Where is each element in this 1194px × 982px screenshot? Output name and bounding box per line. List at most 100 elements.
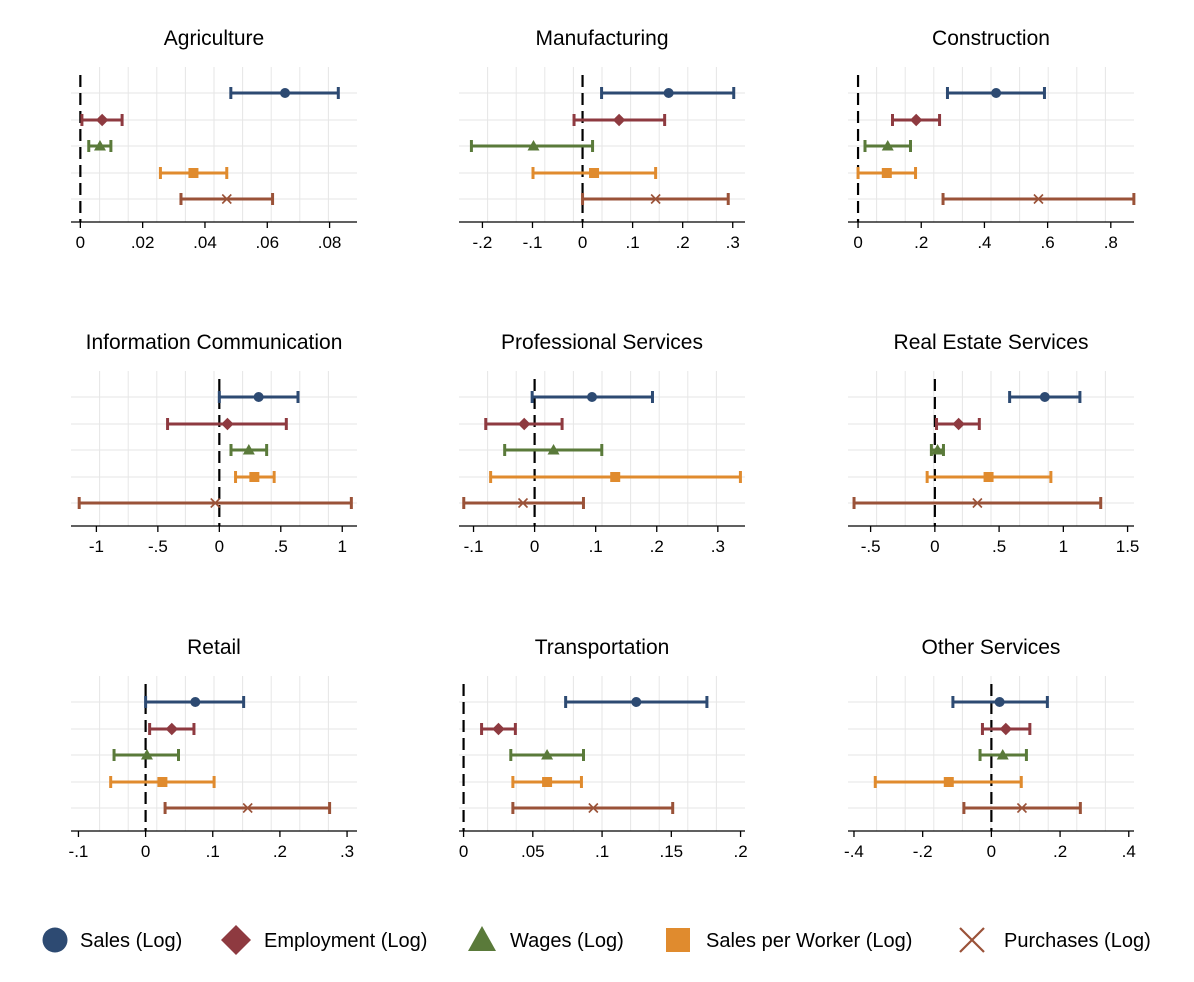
purchases-point <box>650 193 661 205</box>
x-tick-label: 0 <box>987 842 996 861</box>
purchases-point <box>588 802 599 814</box>
employment-point <box>492 722 505 736</box>
panel-title: Professional Services <box>501 331 703 354</box>
sales-point <box>587 392 598 402</box>
x-tick-label: .3 <box>340 842 354 861</box>
sales_per_worker-point <box>157 777 168 787</box>
x-tick-label: .4 <box>977 233 991 252</box>
legend-label: Purchases (Log) <box>1004 930 1151 952</box>
x-tick-label: .2 <box>1053 842 1067 861</box>
employment-point <box>999 722 1013 736</box>
sales_per_worker-point <box>188 168 199 178</box>
x-tick-label: .1 <box>595 842 609 861</box>
sales-point <box>253 392 264 402</box>
x-tick-label: .3 <box>711 537 725 556</box>
x-tick-label: 0 <box>459 842 468 861</box>
panel-title: Agriculture <box>164 27 264 50</box>
panel-agriculture: Agriculture 0 .02 .04 .06 .08 <box>71 27 357 252</box>
x-tick-label: 0 <box>853 233 862 252</box>
x-tick-label: -.1 <box>69 842 89 861</box>
x-tick-label: -.2 <box>913 842 933 861</box>
x-tick-label: .02 <box>131 233 155 252</box>
wages-point <box>931 444 944 455</box>
sales-point <box>631 697 642 707</box>
legend-item-sales_per_worker: Sales per Worker (Log) <box>666 928 912 952</box>
wages-point <box>140 749 153 760</box>
legend-item-wages: Wages (Log) <box>468 926 624 952</box>
panel-title: Other Services <box>922 636 1061 659</box>
sales-point <box>663 88 674 98</box>
panel-other-services: Other Services -.4 -.2 0 .2 .4 <box>844 636 1136 861</box>
purchases-point <box>210 497 221 509</box>
x-tick-label: .1 <box>626 233 640 252</box>
legend-label: Wages (Log) <box>510 930 624 952</box>
x-tick-label: 1 <box>1059 537 1068 556</box>
x-tick-label: -.1 <box>464 537 484 556</box>
employment-point <box>517 417 531 431</box>
x-tick-label: .15 <box>659 842 683 861</box>
legend-item-sales: Sales (Log) <box>42 927 182 953</box>
wages-point <box>547 444 560 455</box>
x-tick-label: .04 <box>193 233 217 252</box>
sales_per_worker-point <box>610 472 621 482</box>
x-tick-label: -.4 <box>844 842 864 861</box>
wages-point <box>242 444 255 455</box>
wages-point <box>881 140 894 151</box>
x-tick-label: .06 <box>255 233 279 252</box>
wages-point <box>541 749 554 760</box>
x-tick-label: .05 <box>521 842 545 861</box>
x-tick-label: .6 <box>1041 233 1055 252</box>
legend-marker-square <box>666 928 690 952</box>
x-tick-label: 0 <box>530 537 539 556</box>
sales_per_worker-point <box>881 168 892 178</box>
x-tick-label: .1 <box>206 842 220 861</box>
sales-point <box>994 697 1005 707</box>
x-tick-label: -.5 <box>861 537 881 556</box>
panel-professional-services: Professional Services -.1 0 .1 .2 .3 <box>459 331 745 556</box>
purchases-point <box>517 497 529 509</box>
x-tick-label: .4 <box>1122 842 1136 861</box>
panel-title: Transportation <box>535 636 670 659</box>
wages-point <box>996 749 1009 760</box>
x-tick-label: 0 <box>141 842 150 861</box>
sales-point <box>991 88 1002 98</box>
x-tick-label: 0 <box>578 233 587 252</box>
purchases-point <box>242 802 253 814</box>
x-tick-label: .2 <box>914 233 928 252</box>
x-tick-label: -.1 <box>523 233 543 252</box>
legend-item-employment: Employment (Log) <box>221 925 427 955</box>
sales-point <box>190 697 201 707</box>
sales_per_worker-point <box>589 168 600 178</box>
sales-point <box>1039 392 1050 402</box>
x-tick-label: .8 <box>1104 233 1118 252</box>
purchases-point <box>221 193 232 205</box>
x-tick-label: .2 <box>733 842 747 861</box>
x-tick-label: 0 <box>215 537 224 556</box>
panel-title: Information Communication <box>86 331 343 354</box>
x-tick-label: -.5 <box>148 537 168 556</box>
panel-title: Retail <box>187 636 241 659</box>
panel-retail: Retail -.1 0 .1 .2 .3 <box>69 636 357 861</box>
legend-marker-diamond <box>221 925 251 955</box>
employment-point <box>221 417 234 431</box>
x-tick-label: -.2 <box>473 233 493 252</box>
x-tick-label: 1 <box>338 537 347 556</box>
wages-point <box>93 140 106 151</box>
purchases-point <box>972 497 983 509</box>
panel-real-estate-services: Real Estate Services -.5 0 .5 1 1.5 <box>848 331 1139 556</box>
legend-label: Sales (Log) <box>80 930 182 952</box>
panel-title: Real Estate Services <box>894 331 1089 354</box>
x-tick-label: .08 <box>318 233 342 252</box>
legend: Sales (Log) Employment (Log) Wages (Log) Sa… <box>42 925 1151 955</box>
sales_per_worker-point <box>249 472 260 482</box>
employment-point <box>612 113 626 127</box>
x-tick-label: .5 <box>274 537 288 556</box>
x-tick-label: .3 <box>726 233 740 252</box>
panel-information-communication: Information Communication -1 -.5 0 .5 1 <box>71 331 357 556</box>
x-tick-label: .2 <box>650 537 664 556</box>
legend-label: Employment (Log) <box>264 930 427 952</box>
x-tick-label: .1 <box>589 537 603 556</box>
sales_per_worker-point <box>542 777 553 787</box>
x-tick-label: -1 <box>89 537 104 556</box>
